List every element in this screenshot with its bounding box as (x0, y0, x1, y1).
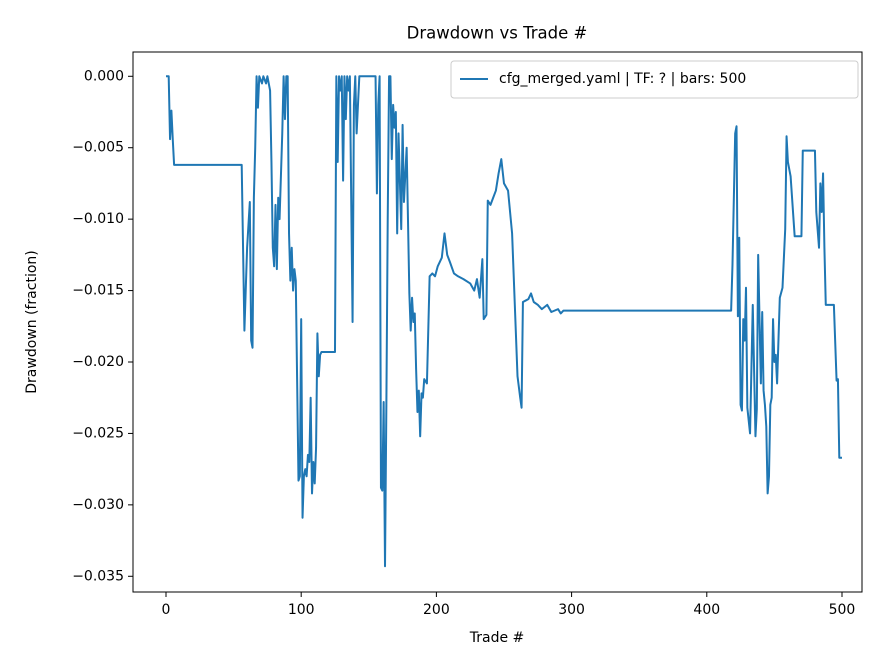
x-tick-label: 200 (423, 602, 450, 618)
y-tick-label: 0.000 (84, 68, 124, 84)
legend-box (450, 60, 859, 99)
y-tick-label: −0.005 (72, 140, 124, 156)
y-axis-label: Drawdown (fraction) (24, 250, 40, 394)
x-axis-label: Trade # (469, 630, 525, 646)
y-tick-label: −0.010 (72, 211, 124, 227)
y-tick-label: −0.030 (72, 497, 124, 513)
y-tick-label: −0.025 (72, 425, 124, 441)
legend-label: cfg_merged.yaml | TF: ? | bars: 500 (499, 71, 746, 87)
data-line (165, 75, 842, 568)
chart-title: Drawdown vs Trade # (407, 24, 588, 43)
y-tick-label: −0.035 (72, 568, 124, 584)
x-tick-label: 300 (558, 602, 585, 618)
x-tick-label: 500 (829, 602, 856, 618)
x-tick-label: 100 (288, 602, 315, 618)
y-tick-label: −0.015 (72, 283, 124, 299)
x-tick-label: 0 (162, 602, 171, 618)
y-tick-label: −0.020 (72, 354, 124, 370)
plot-frame (132, 51, 863, 593)
x-tick-label: 400 (693, 602, 720, 618)
